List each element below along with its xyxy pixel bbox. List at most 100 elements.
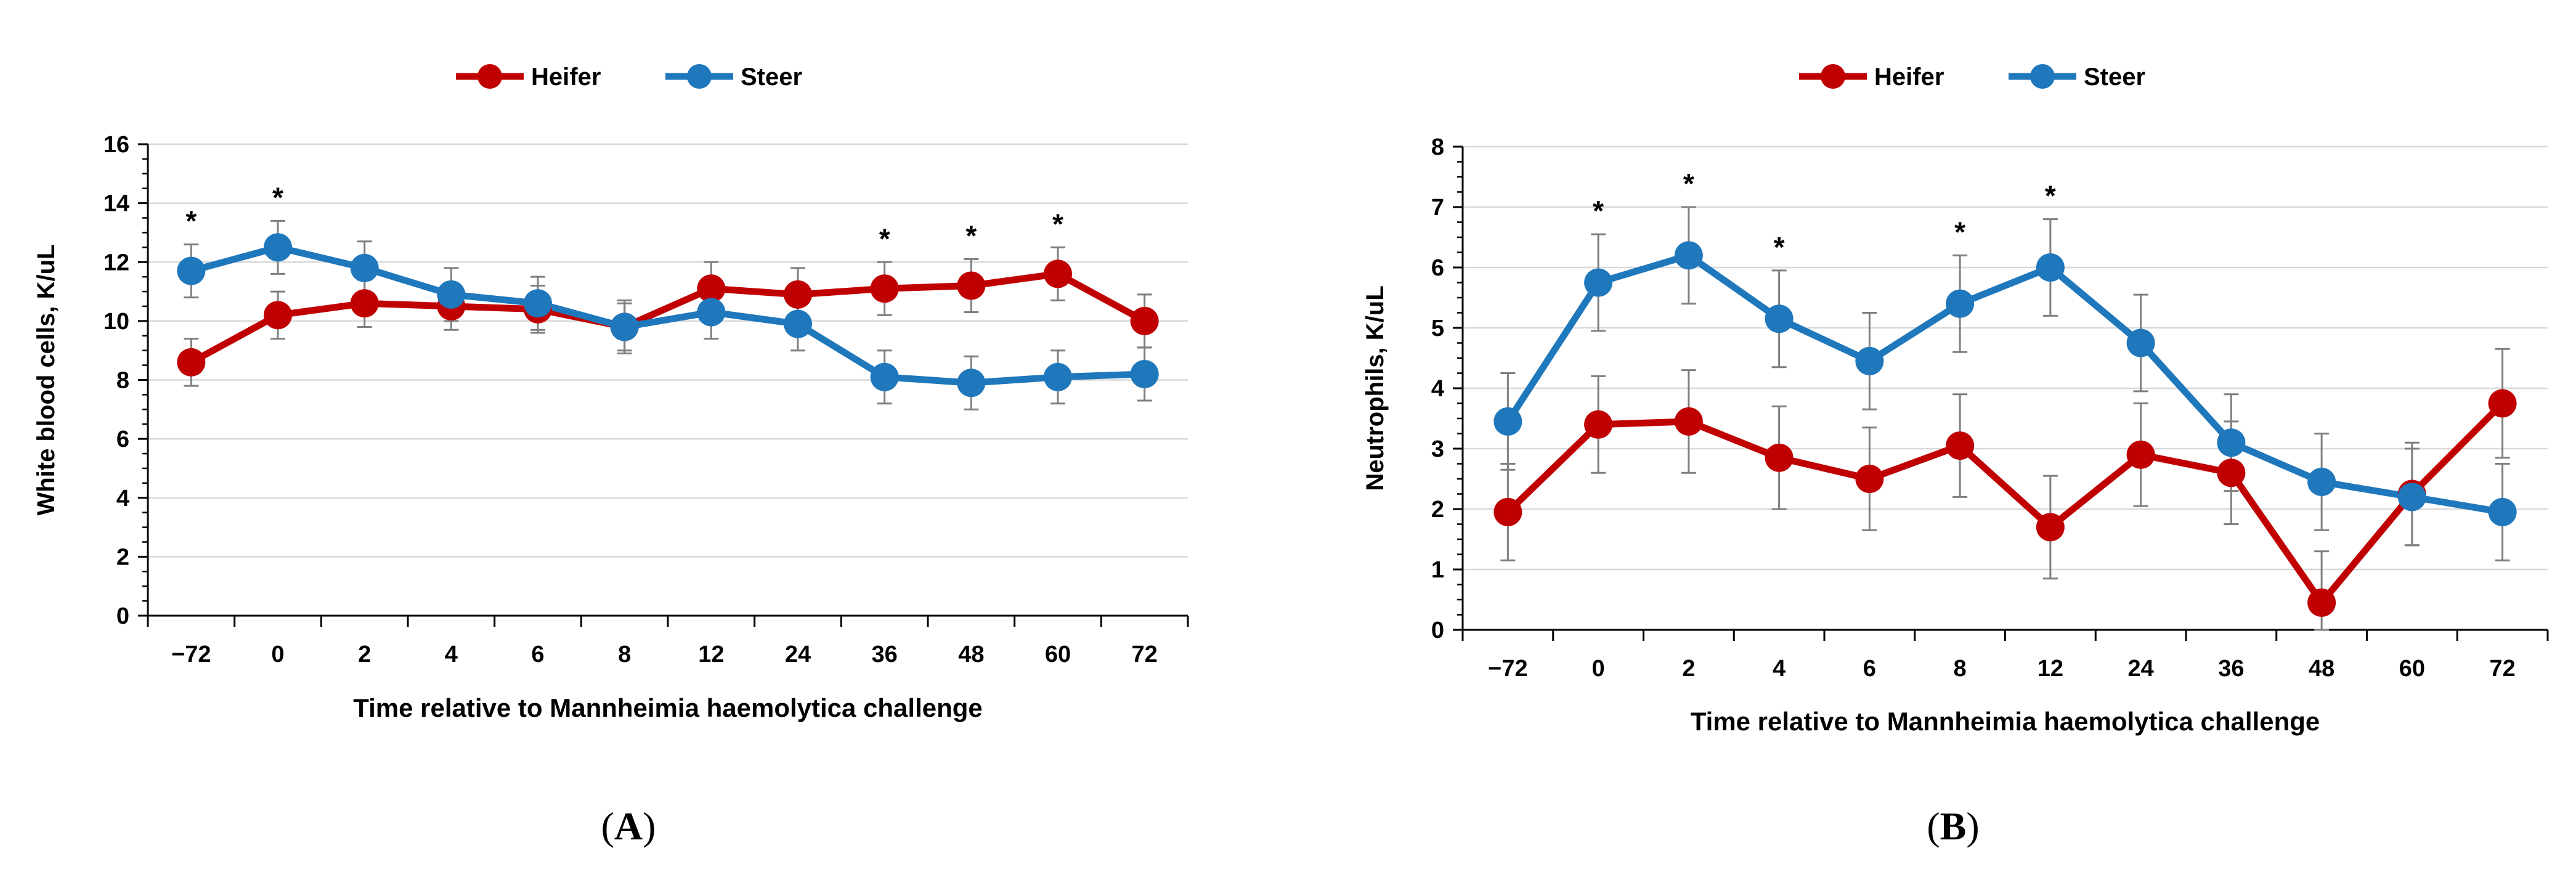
y-tick-label: 6	[1431, 255, 1444, 281]
data-point-steer	[1855, 346, 1884, 375]
x-tick-label: 8	[618, 642, 631, 667]
series-line-steer	[190, 243, 1145, 386]
x-tick-label: 72	[2489, 656, 2515, 682]
data-point-heifer	[1674, 407, 1703, 436]
data-point-steer	[610, 312, 639, 341]
x-tick-label: 2	[1682, 656, 1695, 682]
panel-label-paren: (	[1927, 804, 1940, 848]
y-tick-label: 5	[1431, 316, 1444, 341]
data-point-heifer	[697, 274, 726, 303]
x-tick-label: 0	[1592, 656, 1605, 682]
data-point-steer	[1130, 359, 1159, 388]
y-tick-label: 8	[1431, 134, 1444, 160]
panel-label: (B)	[1927, 804, 1979, 848]
panel-label-paren: )	[643, 804, 656, 848]
data-point-steer	[1946, 289, 1975, 318]
data-point-steer	[1584, 268, 1613, 297]
y-tick-label: 10	[104, 309, 129, 335]
x-tick-label: 36	[872, 642, 898, 667]
data-point-steer	[437, 280, 466, 309]
series-line-heifer	[1505, 401, 2505, 606]
data-point-heifer	[177, 348, 206, 377]
data-point-steer	[2217, 428, 2246, 457]
data-point-steer	[1493, 407, 1522, 436]
x-tick-label: 2	[358, 642, 371, 667]
y-tick-label: 2	[116, 544, 129, 570]
data-point-steer	[1674, 241, 1703, 270]
x-tick-label: 4	[445, 642, 458, 667]
y-axis-title: Neutrophils, K/uL	[1362, 285, 1389, 491]
significance-star: *	[272, 181, 283, 213]
y-tick-label: 0	[116, 603, 129, 629]
x-tick-label: 8	[1954, 656, 1967, 682]
x-axis-title: Time relative to Mannheimia haemolytica …	[1691, 707, 2320, 736]
data-point-heifer	[264, 301, 292, 330]
significance-star: *	[1052, 208, 1063, 240]
x-tick-label: 4	[1773, 656, 1786, 682]
data-point-heifer	[1946, 431, 1975, 460]
data-point-heifer	[870, 274, 899, 303]
legend-marker-steer	[2030, 64, 2055, 89]
y-tick-label: 4	[1431, 376, 1444, 402]
x-tick-label: 48	[2309, 656, 2334, 682]
data-point-steer	[2307, 467, 2336, 496]
x-tick-label: −72	[1488, 656, 1527, 682]
x-tick-label: 6	[1863, 656, 1876, 682]
data-point-heifer	[1765, 443, 1794, 472]
significance-star: *	[1954, 216, 1965, 248]
significance-star: *	[1683, 168, 1694, 200]
y-tick-label: 2	[1431, 497, 1444, 523]
significance-star: *	[1774, 231, 1785, 263]
panel-label-paren: (	[601, 804, 614, 848]
x-tick-label: 12	[2038, 656, 2063, 682]
data-point-steer	[264, 233, 292, 262]
data-point-heifer	[784, 280, 812, 309]
data-point-steer	[2036, 253, 2065, 282]
x-tick-label: 60	[1045, 642, 1071, 667]
y-tick-label: 14	[104, 191, 129, 217]
data-point-heifer	[2307, 588, 2336, 617]
data-point-heifer	[2126, 440, 2155, 469]
y-tick-label: 12	[104, 250, 129, 275]
x-tick-label: 36	[2218, 656, 2244, 682]
significance-star: *	[2045, 180, 2056, 212]
data-point-steer	[2488, 497, 2517, 526]
significance-star: *	[965, 219, 977, 251]
data-point-heifer	[1044, 259, 1072, 288]
y-axis-title: White blood cells, K/uL	[33, 245, 60, 516]
data-point-steer	[350, 253, 379, 282]
series-line-steer	[1505, 251, 2503, 516]
panel-label: (A)	[601, 804, 656, 848]
x-axis-title: Time relative to Mannheimia haemolytica …	[353, 693, 983, 722]
data-point-steer	[524, 289, 552, 318]
x-tick-label: 6	[531, 642, 544, 667]
data-point-steer	[1765, 304, 1794, 333]
data-point-steer	[2126, 328, 2155, 357]
legend-label-heifer: Heifer	[1874, 63, 1944, 91]
y-tick-label: 1	[1431, 557, 1444, 583]
legend-marker-heifer	[477, 64, 502, 89]
series-line-heifer	[189, 270, 1147, 365]
x-tick-label: 24	[2127, 656, 2153, 682]
data-point-heifer	[1493, 497, 1522, 526]
data-point-heifer	[350, 289, 379, 318]
data-point-steer	[784, 309, 812, 338]
data-point-steer	[870, 362, 899, 391]
panel-label-letter: B	[1940, 804, 1967, 848]
significance-star: *	[879, 222, 890, 255]
y-tick-label: 8	[116, 368, 129, 394]
data-point-steer	[177, 256, 206, 285]
x-tick-label: 48	[958, 642, 984, 667]
x-tick-label: 12	[698, 642, 724, 667]
y-tick-label: 4	[116, 486, 129, 512]
x-tick-label: 60	[2399, 656, 2425, 682]
significance-star: *	[1593, 195, 1604, 227]
data-point-heifer	[2488, 389, 2517, 418]
y-tick-label: 3	[1431, 436, 1444, 462]
panel-label-letter: A	[614, 804, 643, 848]
legend-label-heifer: Heifer	[531, 63, 601, 91]
legend-marker-steer	[687, 64, 712, 89]
y-tick-label: 16	[104, 132, 129, 158]
